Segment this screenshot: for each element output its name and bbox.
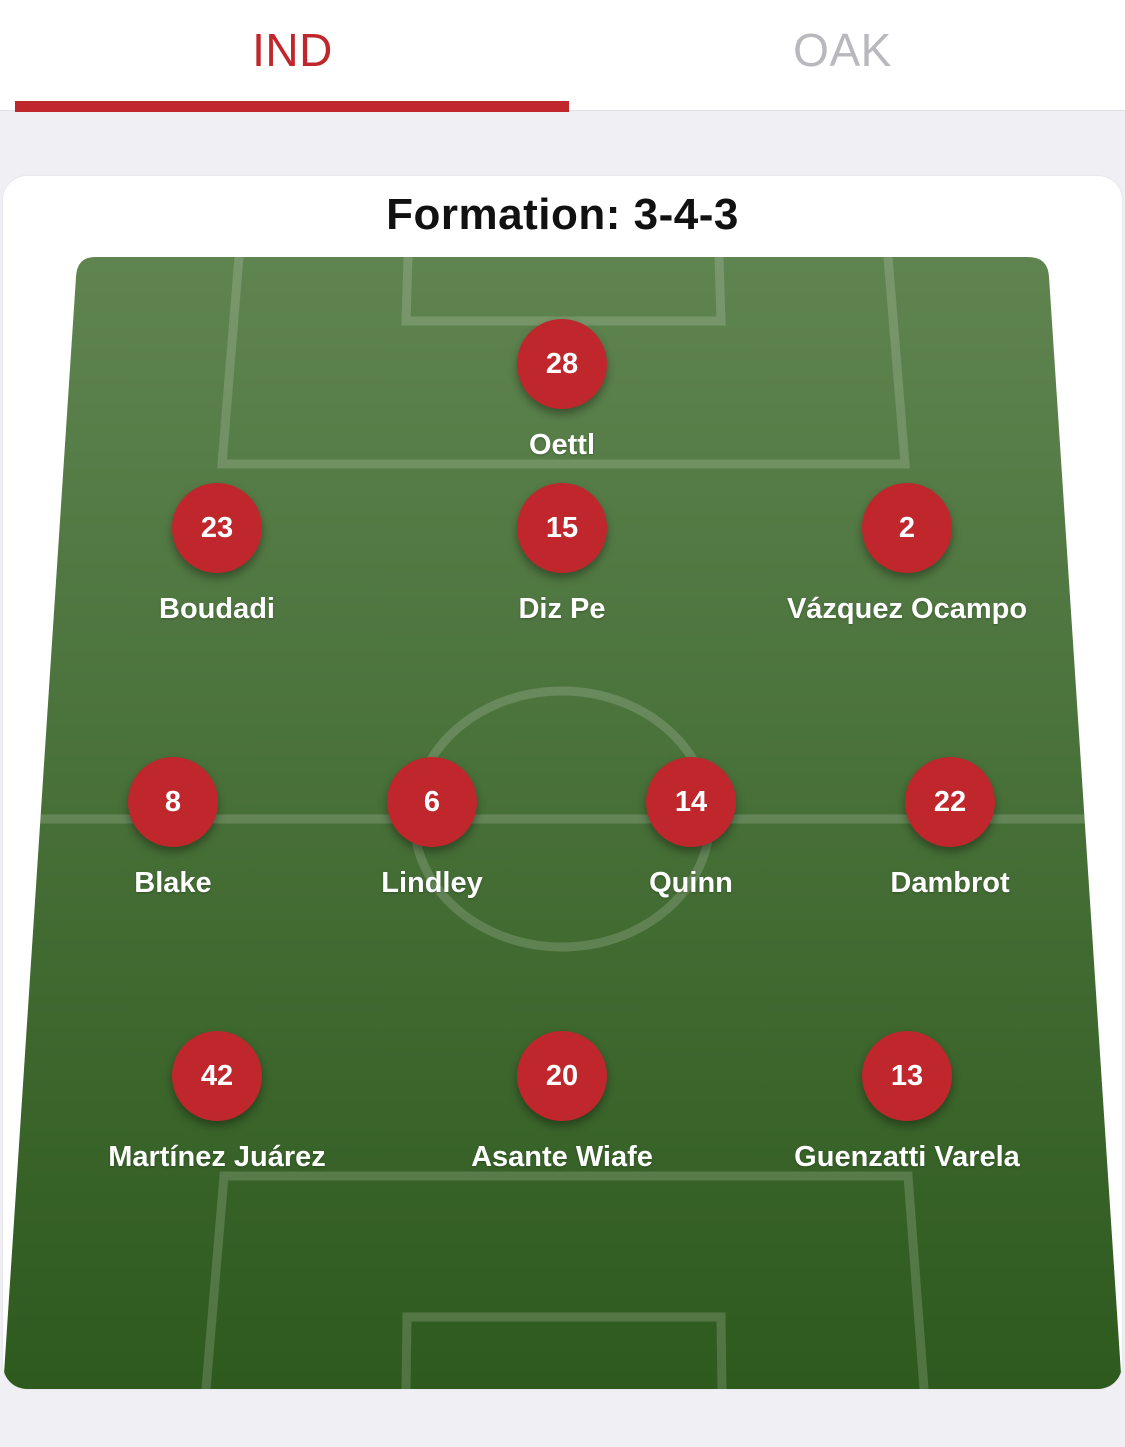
jersey-number-badge: 20 — [517, 1031, 607, 1121]
bottom-penalty-box — [201, 1171, 929, 1389]
player-name: Oettl — [528, 429, 596, 461]
player-name: Martínez Juárez — [108, 1141, 326, 1173]
player-marker[interactable]: 8 Blake — [23, 757, 323, 900]
player-name: Quinn — [649, 867, 733, 899]
player-marker[interactable]: 6 Lindley — [282, 757, 582, 900]
jersey-number-badge: 28 — [517, 319, 607, 409]
formation-title: Formation: 3-4-3 — [386, 190, 739, 239]
player-name: Vázquez Ocampo — [786, 593, 1028, 625]
tab-home-team[interactable]: IND — [252, 24, 333, 76]
player-marker[interactable]: 28 Oettl — [412, 319, 712, 462]
player-name: Guenzatti Varela — [794, 1141, 1020, 1173]
player-marker[interactable]: 2 Vázquez Ocampo — [757, 483, 1057, 626]
pitch-surface — [3, 257, 1122, 1389]
player-name: Diz Pe — [518, 593, 606, 625]
player-name: Dambrot — [890, 867, 1010, 899]
bottom-goal-box — [401, 1312, 727, 1389]
jersey-number-badge: 14 — [646, 757, 736, 847]
player-name: Lindley — [381, 867, 483, 899]
top-penalty-box — [217, 257, 910, 469]
player-marker[interactable]: 14 Quinn — [541, 757, 841, 900]
jersey-number-badge: 8 — [128, 757, 218, 847]
player-marker[interactable]: 42 Martínez Juárez — [67, 1031, 367, 1174]
lineup-card: Formation: 3-4-3 28 Oettl 23 Boudadi 15 Diz P… — [3, 176, 1122, 1389]
player-name: Blake — [134, 867, 212, 899]
player-name: Boudadi — [159, 593, 275, 625]
player-marker[interactable]: 23 Boudadi — [67, 483, 367, 626]
player-marker[interactable]: 15 Diz Pe — [412, 483, 712, 626]
tab-away-team[interactable]: OAK — [793, 24, 892, 76]
jersey-number-badge: 13 — [862, 1031, 952, 1121]
jersey-number-badge: 22 — [905, 757, 995, 847]
team-tab-bar: IND OAK — [0, 0, 1125, 112]
jersey-number-badge: 2 — [862, 483, 952, 573]
player-marker[interactable]: 20 Asante Wiafe — [412, 1031, 712, 1174]
active-tab-indicator — [15, 101, 569, 112]
jersey-number-badge: 15 — [517, 483, 607, 573]
player-marker[interactable]: 13 Guenzatti Varela — [757, 1031, 1057, 1174]
jersey-number-badge: 23 — [172, 483, 262, 573]
player-marker[interactable]: 22 Dambrot — [800, 757, 1100, 900]
jersey-number-badge: 42 — [172, 1031, 262, 1121]
jersey-number-badge: 6 — [387, 757, 477, 847]
player-name: Asante Wiafe — [471, 1141, 653, 1173]
